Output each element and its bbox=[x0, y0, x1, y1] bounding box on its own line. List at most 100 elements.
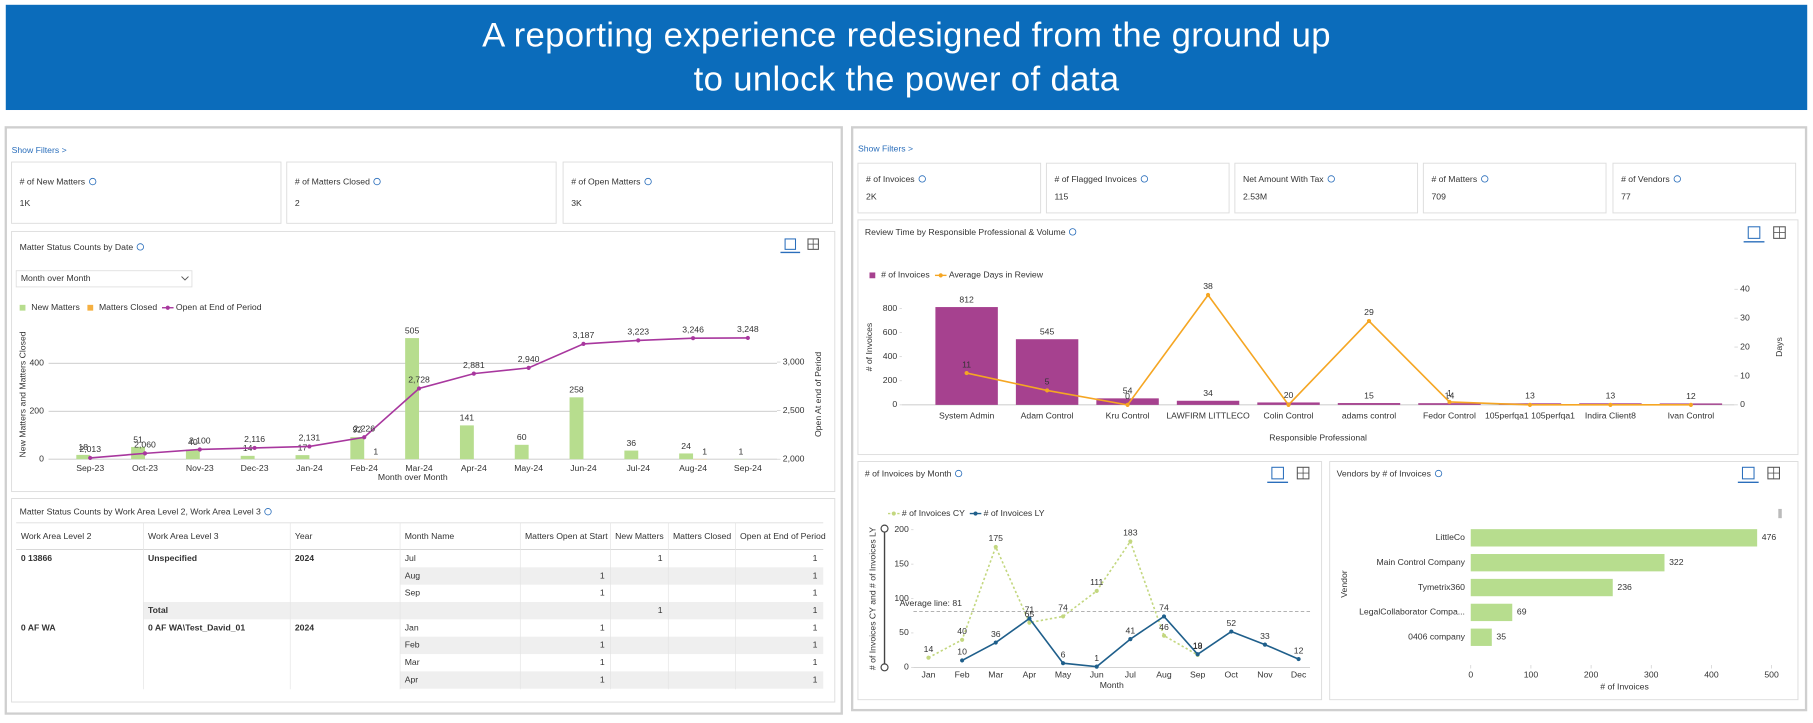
table-cell: 1 bbox=[600, 622, 605, 632]
point bbox=[1688, 402, 1693, 407]
data-label: 13 bbox=[1525, 391, 1535, 401]
column-header: Matters Closed bbox=[673, 531, 731, 541]
table-cell: 2024 bbox=[295, 553, 314, 563]
data-label: 12 bbox=[1686, 391, 1696, 401]
info-icon bbox=[918, 175, 926, 183]
banner-title: to unlock the power of data bbox=[694, 60, 1120, 98]
row-shading bbox=[400, 636, 824, 655]
data-label: 476 bbox=[1762, 532, 1777, 542]
x-tick-label: Dec bbox=[1291, 670, 1307, 680]
line bbox=[928, 539, 1199, 659]
point bbox=[197, 447, 202, 452]
x-tick-label: Mar bbox=[988, 670, 1003, 680]
y-tick-label: 200 bbox=[894, 524, 909, 534]
data-label: 1 bbox=[373, 446, 378, 456]
table-cell: 1 bbox=[813, 553, 818, 563]
y2-tick-label: 20 bbox=[1740, 341, 1750, 351]
info-icon bbox=[1434, 469, 1443, 478]
chart-view-icon[interactable] bbox=[1747, 226, 1761, 239]
data-label: 29 bbox=[1364, 307, 1374, 317]
range-handle[interactable] bbox=[880, 524, 889, 533]
data-label: 14 bbox=[924, 644, 934, 654]
legend-marker bbox=[869, 272, 876, 279]
x-tick-label: Dec-23 bbox=[241, 463, 269, 473]
point bbox=[1094, 588, 1099, 594]
column-header: Open at End of Period bbox=[740, 531, 826, 541]
legend-marker bbox=[891, 511, 896, 516]
bar bbox=[295, 455, 310, 460]
legend-label[interactable]: Average Days in Review bbox=[949, 270, 1044, 280]
table-cell: 1 bbox=[813, 657, 818, 667]
point bbox=[1161, 614, 1167, 619]
legend-label[interactable]: # of Invoices LY bbox=[984, 508, 1045, 518]
info-icon bbox=[1327, 175, 1335, 183]
data-label: 545 bbox=[1040, 327, 1055, 337]
data-label: 2,013 bbox=[79, 444, 101, 454]
x-tick-label: Apr bbox=[1023, 670, 1037, 680]
range-handle[interactable] bbox=[880, 663, 889, 672]
card bbox=[1234, 162, 1419, 214]
legend-label[interactable]: # of Invoices CY bbox=[902, 508, 965, 518]
y-axis-title: New Matters and Matters Closed bbox=[17, 331, 27, 457]
legend-label[interactable]: Matters Closed bbox=[99, 302, 157, 312]
data-label: 3,248 bbox=[737, 324, 759, 334]
x-axis-title: Month over Month bbox=[378, 472, 448, 482]
data-label: 12 bbox=[1294, 645, 1304, 655]
x-tick-label: Aug-24 bbox=[679, 463, 707, 473]
data-label: 41 bbox=[1126, 625, 1136, 635]
table-cell: Apr bbox=[405, 674, 419, 684]
y-tick-label: Main Control Company bbox=[1376, 557, 1465, 567]
x-tick-label: Aug bbox=[1156, 670, 1172, 680]
data-label: 2,131 bbox=[299, 433, 321, 443]
data-label: 3,246 bbox=[682, 324, 704, 334]
x-tick-label: Colin Control bbox=[1264, 411, 1314, 421]
data-label: 33 bbox=[1260, 631, 1270, 641]
point bbox=[745, 335, 750, 341]
data-label: 2,060 bbox=[134, 440, 156, 450]
point bbox=[362, 435, 367, 440]
data-label: 13 bbox=[1606, 391, 1616, 401]
point bbox=[1027, 616, 1032, 621]
table-cell: Sep bbox=[405, 588, 421, 598]
data-label: 2,940 bbox=[518, 354, 540, 364]
point bbox=[1060, 661, 1066, 666]
y-axis-title: Vendor bbox=[1339, 570, 1349, 598]
kpi-label: Net Amount With Tax bbox=[1243, 174, 1324, 184]
legend-label[interactable]: # of Invoices bbox=[881, 270, 930, 280]
legend-marker bbox=[19, 304, 26, 311]
show-filters[interactable]: Show Filters > bbox=[12, 145, 67, 155]
card bbox=[857, 461, 1323, 701]
dropdown[interactable] bbox=[15, 270, 193, 288]
point bbox=[307, 444, 312, 449]
data-label: 322 bbox=[1669, 557, 1684, 567]
bar bbox=[569, 397, 584, 460]
point bbox=[960, 658, 965, 663]
point bbox=[1608, 402, 1613, 407]
x-tick-label: May bbox=[1055, 670, 1072, 680]
legend-marker bbox=[165, 305, 170, 310]
data-label: 24 bbox=[681, 441, 691, 451]
card bbox=[562, 161, 833, 224]
chart-title: Review Time by Responsible Professional … bbox=[865, 227, 1066, 237]
bar bbox=[1470, 603, 1513, 622]
card bbox=[857, 219, 1799, 456]
data-label: 18 bbox=[1193, 641, 1203, 651]
y-tick-label: 400 bbox=[883, 351, 898, 361]
kpi-label: # of Vendors bbox=[1621, 174, 1670, 184]
bar bbox=[459, 425, 474, 460]
legend-label[interactable]: Open at End of Period bbox=[176, 302, 262, 312]
chart-view-icon[interactable] bbox=[784, 238, 797, 250]
show-filters[interactable]: Show Filters > bbox=[858, 144, 913, 154]
bar bbox=[514, 444, 529, 460]
legend-label[interactable]: New Matters bbox=[31, 302, 80, 312]
bar bbox=[1096, 398, 1159, 405]
x-tick-label: Jan bbox=[921, 670, 935, 680]
chart-view-icon[interactable] bbox=[1271, 466, 1284, 480]
column-header: Month Name bbox=[405, 531, 455, 541]
y2-tick-label: 10 bbox=[1740, 370, 1750, 380]
data-label: 111 bbox=[1090, 577, 1103, 587]
y-tick-label: 0 bbox=[39, 454, 44, 464]
chart-view-icon[interactable] bbox=[1741, 466, 1755, 480]
dropdown-value[interactable]: Month over Month bbox=[21, 273, 91, 283]
point bbox=[960, 637, 965, 642]
